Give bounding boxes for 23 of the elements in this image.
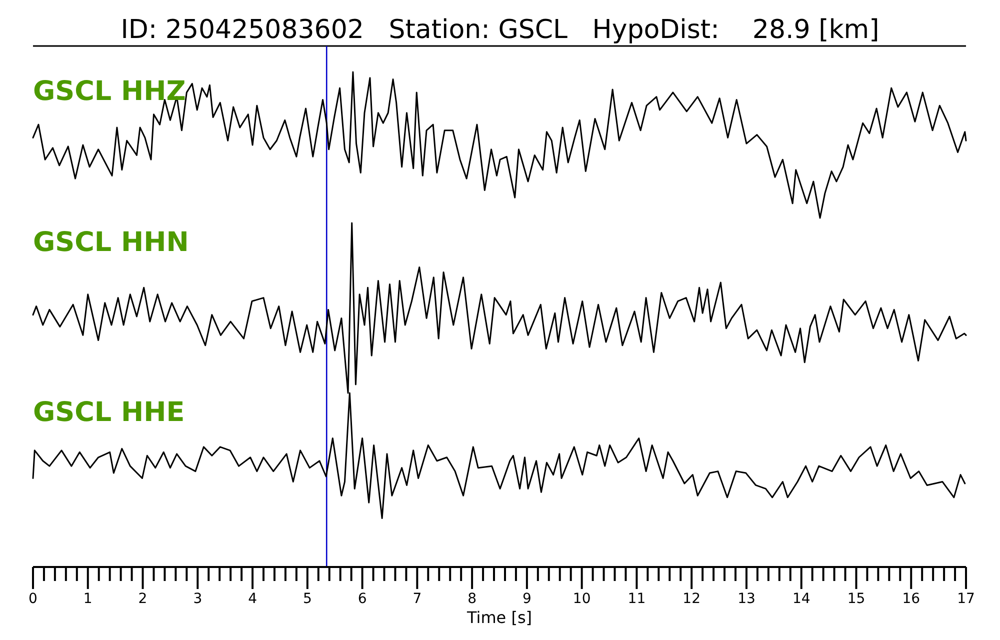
- x-tick-label: 4: [248, 590, 258, 607]
- series-label: GSCL HHN: [33, 227, 189, 258]
- series-label: GSCL HHZ: [33, 76, 186, 107]
- x-tick-label: 15: [847, 590, 866, 607]
- x-tick-label: 11: [628, 590, 646, 607]
- x-tick-label: 16: [902, 590, 920, 607]
- x-tick-label: 12: [682, 590, 700, 607]
- x-tick-label: 6: [358, 590, 367, 607]
- x-tick-label: 10: [572, 590, 591, 607]
- x-tick-label: 17: [957, 590, 975, 607]
- x-tick-label: 3: [193, 590, 202, 607]
- chart-title: ID: 250425083602 Station: GSCL HypoDist: 28.9 [km]: [120, 15, 880, 45]
- x-tick-label: 7: [412, 590, 422, 607]
- x-axis-title: Time [s]: [466, 608, 532, 627]
- series-label: GSCL HHE: [33, 397, 185, 428]
- x-tick-label: 0: [28, 590, 38, 607]
- x-tick-label: 2: [138, 590, 148, 607]
- x-tick-label: 13: [738, 590, 756, 607]
- x-tick-label: 1: [83, 590, 92, 607]
- x-tick-label: 9: [522, 590, 532, 607]
- x-tick-label: 8: [468, 590, 477, 607]
- x-tick-label: 5: [302, 590, 312, 607]
- x-tick-label: 14: [792, 590, 810, 607]
